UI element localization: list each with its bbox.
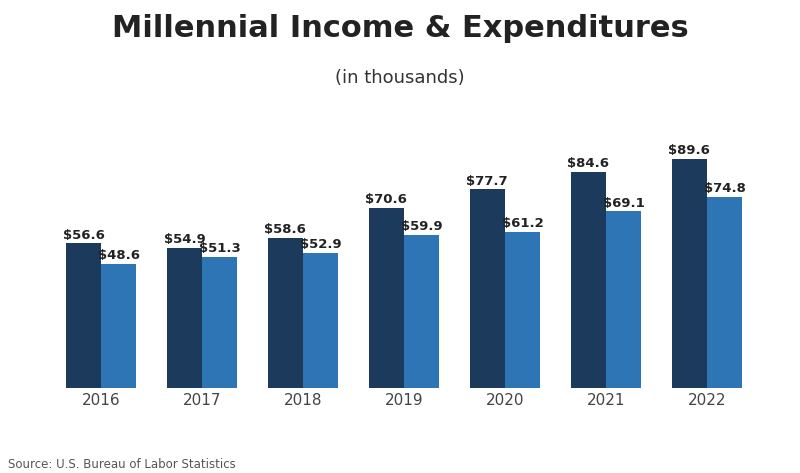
Bar	[404, 235, 439, 388]
Bar	[268, 238, 303, 388]
Text: (in thousands): (in thousands)	[335, 69, 465, 87]
Text: $89.6: $89.6	[668, 144, 710, 157]
Text: $56.6: $56.6	[62, 228, 105, 242]
Text: $58.6: $58.6	[265, 223, 306, 236]
Bar	[166, 248, 202, 388]
Text: Source: U.S. Bureau of Labor Statistics: Source: U.S. Bureau of Labor Statistics	[8, 458, 236, 471]
Bar	[101, 264, 137, 388]
Text: $84.6: $84.6	[567, 157, 610, 170]
Text: $54.9: $54.9	[163, 233, 206, 246]
Text: $59.9: $59.9	[401, 220, 442, 233]
Text: $70.6: $70.6	[366, 193, 407, 206]
Bar	[671, 159, 707, 388]
Text: $48.6: $48.6	[98, 249, 140, 262]
Bar	[570, 172, 606, 388]
Text: $51.3: $51.3	[199, 242, 241, 255]
Bar	[470, 189, 505, 388]
Text: $74.8: $74.8	[703, 182, 746, 195]
Bar	[202, 257, 238, 388]
Bar	[707, 197, 742, 388]
Text: $52.9: $52.9	[300, 238, 342, 251]
Bar	[505, 232, 540, 388]
Bar	[303, 253, 338, 388]
Bar	[66, 243, 101, 388]
Bar	[606, 211, 642, 388]
Text: $61.2: $61.2	[502, 217, 543, 230]
Text: $69.1: $69.1	[602, 197, 645, 210]
Text: Millennial Income & Expenditures: Millennial Income & Expenditures	[112, 14, 688, 43]
Bar	[369, 208, 404, 388]
Text: $77.7: $77.7	[466, 175, 508, 188]
